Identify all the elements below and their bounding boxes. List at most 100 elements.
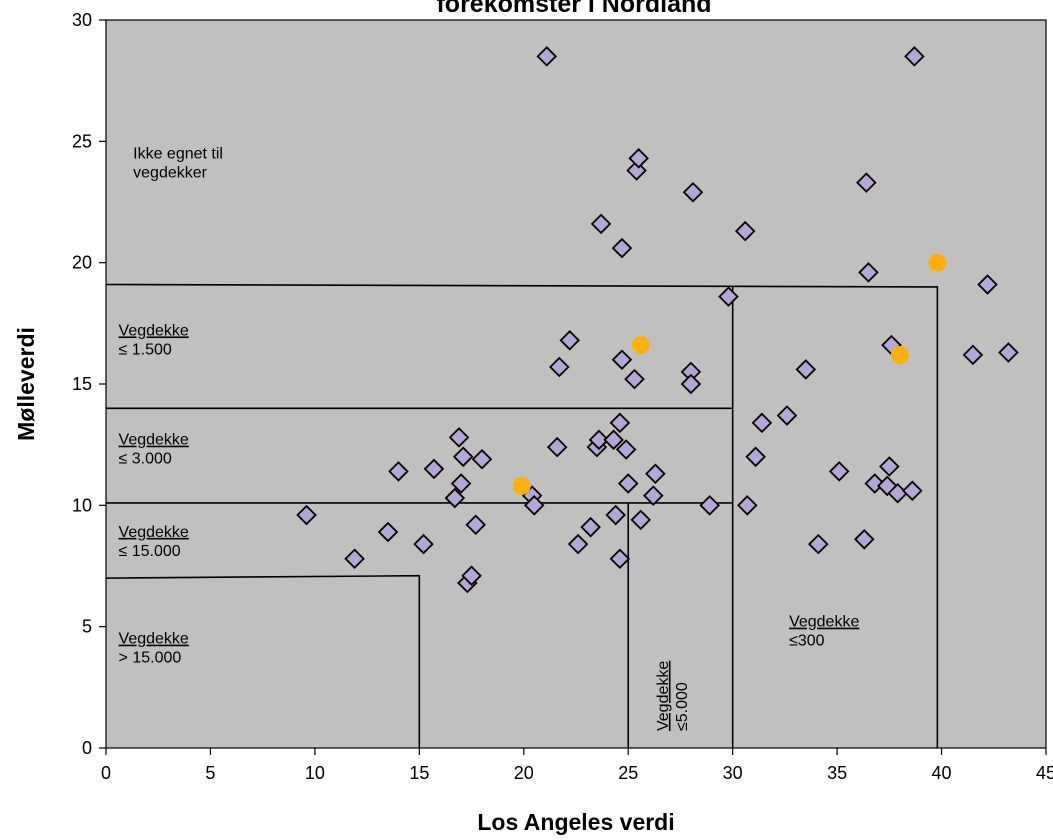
data-point-diamond bbox=[388, 461, 409, 482]
data-point-diamond bbox=[828, 461, 850, 482]
y-tick-label: 15 bbox=[72, 374, 92, 394]
data-point-diamond bbox=[452, 446, 474, 468]
data-point-diamond bbox=[615, 439, 637, 460]
y-tick-label: 20 bbox=[72, 253, 92, 273]
x-tick-label: 35 bbox=[827, 763, 847, 783]
data-point-diamond bbox=[699, 495, 720, 516]
x-tick-label: 25 bbox=[618, 763, 638, 783]
region-label-line: ≤5.000 bbox=[674, 682, 691, 731]
data-point-diamond bbox=[645, 463, 666, 485]
data-point-diamond bbox=[680, 373, 702, 395]
data-point-diamond bbox=[549, 356, 570, 378]
data-point-diamond bbox=[605, 504, 626, 526]
data-point-diamond bbox=[588, 429, 610, 451]
data-point-diamond bbox=[682, 182, 704, 203]
data-point-diamond bbox=[448, 427, 470, 448]
x-tick-label: 40 bbox=[932, 763, 952, 783]
y-axis-title: Mølleverdi bbox=[13, 327, 39, 441]
data-point-diamond bbox=[559, 330, 581, 351]
region-label-5: Vegdekke ≤300 bbox=[789, 614, 859, 650]
data-point-diamond bbox=[611, 237, 633, 259]
data-point-diamond bbox=[590, 213, 612, 235]
data-point-diamond bbox=[737, 495, 758, 516]
data-point-diamond bbox=[795, 359, 817, 380]
data-point-diamond bbox=[377, 521, 399, 543]
region-label-3: Vegdekke ≤ 15.000 bbox=[119, 524, 189, 560]
data-point-diamond bbox=[567, 533, 589, 555]
data-point-diamond bbox=[536, 46, 558, 67]
data-point-diamond bbox=[423, 458, 445, 480]
data-point-diamond bbox=[450, 473, 472, 494]
boundary-line-5 bbox=[105, 574, 421, 748]
data-point-circle bbox=[928, 253, 947, 272]
data-point-diamond bbox=[962, 344, 984, 366]
data-point-diamond bbox=[718, 286, 739, 307]
region-labels: Ikke egnet til vegdekker Vegdekke ≤ 1.500 Ve… bbox=[119, 145, 860, 731]
data-point-diamond bbox=[643, 485, 664, 506]
x-tick-label: 15 bbox=[409, 763, 429, 783]
y-tick-label: 5 bbox=[82, 617, 92, 637]
region-label-line: Vegdekke bbox=[789, 614, 859, 631]
x-tick-label: 0 bbox=[101, 763, 111, 783]
data-point-diamond bbox=[904, 46, 925, 67]
data-point-diamond bbox=[465, 514, 487, 536]
x-tick-label: 10 bbox=[305, 763, 325, 783]
data-point-diamond bbox=[344, 548, 365, 569]
data-points bbox=[296, 46, 1019, 594]
x-tick-label: 20 bbox=[514, 763, 534, 783]
region-label-line: ≤ 1.500 bbox=[119, 341, 172, 358]
data-point-diamond bbox=[624, 368, 645, 390]
data-point-diamond bbox=[858, 262, 879, 283]
region-label-line: Ikke egnet til bbox=[133, 145, 223, 162]
x-tick-label: 30 bbox=[723, 763, 743, 783]
data-point-diamond bbox=[471, 448, 493, 470]
region-label-2: Vegdekke ≤ 3.000 bbox=[119, 432, 189, 468]
data-point-diamond bbox=[523, 495, 545, 516]
data-point-diamond bbox=[630, 509, 652, 531]
data-point-diamond bbox=[745, 446, 766, 468]
data-point-diamond bbox=[461, 565, 482, 586]
chart-title: forekomster i Nordland bbox=[436, 0, 711, 18]
region-label-0: Ikke egnet til vegdekker bbox=[133, 145, 223, 181]
data-point-diamond bbox=[902, 480, 923, 502]
boundary-line-0 bbox=[105, 283, 939, 748]
data-point-circle bbox=[631, 336, 650, 355]
data-point-diamond bbox=[603, 429, 624, 451]
region-label-line: Vegdekke bbox=[655, 661, 672, 731]
data-point-circle bbox=[512, 476, 531, 495]
data-point-diamond bbox=[856, 172, 877, 193]
y-tick-label: 10 bbox=[72, 495, 92, 515]
data-point-diamond bbox=[734, 220, 756, 242]
data-point-diamond bbox=[998, 342, 1019, 363]
x-tick-label: 45 bbox=[1036, 763, 1053, 783]
region-label-line: Vegdekke bbox=[119, 631, 189, 648]
data-point-diamond bbox=[853, 529, 875, 550]
plot-area bbox=[105, 19, 1047, 749]
y-tick-label: 0 bbox=[82, 738, 92, 758]
data-point-diamond bbox=[977, 274, 998, 295]
data-point-diamond bbox=[413, 533, 434, 555]
region-label-6: Vegdekke ≤5.000 bbox=[655, 661, 691, 731]
data-point-diamond bbox=[776, 405, 798, 426]
region-label-line: ≤300 bbox=[789, 633, 825, 650]
data-point-diamond bbox=[444, 487, 466, 509]
region-label-line: ≤ 3.000 bbox=[119, 451, 172, 468]
region-boundaries bbox=[105, 283, 939, 748]
x-tick-label: 5 bbox=[205, 763, 215, 783]
region-label-line: Vegdekke bbox=[119, 432, 189, 449]
data-point-circle bbox=[890, 345, 909, 364]
data-point-diamond bbox=[628, 148, 649, 169]
data-point-diamond bbox=[296, 504, 317, 526]
data-point-diamond bbox=[609, 548, 631, 569]
data-point-diamond bbox=[546, 436, 568, 458]
data-point-diamond bbox=[617, 473, 639, 494]
y-axis: 0 5 10 15 20 25 30 bbox=[72, 10, 106, 758]
data-point-diamond bbox=[879, 456, 900, 477]
region-label-line: > 15.000 bbox=[119, 650, 182, 667]
data-point-diamond bbox=[609, 412, 631, 434]
region-label-line: Vegdekke bbox=[119, 524, 189, 541]
y-tick-label: 30 bbox=[72, 10, 92, 30]
region-label-line: ≤ 15.000 bbox=[119, 543, 181, 560]
data-point-diamond bbox=[808, 533, 829, 555]
